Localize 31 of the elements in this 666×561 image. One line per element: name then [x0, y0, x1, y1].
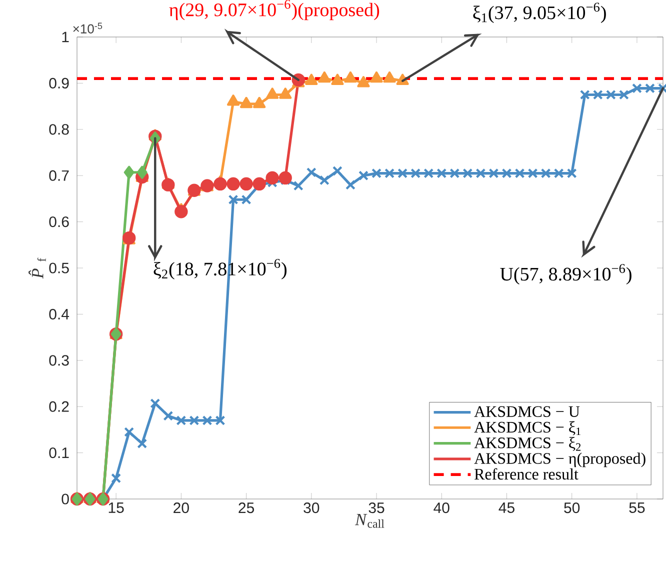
legend-label: Reference result [474, 468, 578, 480]
legend-label: AKSDMCS − U [474, 406, 580, 417]
y-tick-label: 0.7 [49, 170, 69, 181]
text: ×10$^{-5}$ [73, 22, 102, 34]
y-tick-label: 0 [62, 494, 69, 504]
y-tick-label: 0.4 [49, 308, 70, 320]
x-tick-label: 50 [564, 502, 580, 514]
x-axis-title: N$_{call}$ [354, 514, 384, 528]
x-tick-label: 20 [174, 502, 189, 514]
y-tick-label: 0.2 [49, 401, 69, 412]
annotation: U(57, 8.89×10$^{−6}$) [500, 264, 632, 284]
legend-label: AKSDMCS − η(proposed) [474, 452, 646, 468]
legend-label: AKSDMCS − ξ$_{2}$ [474, 436, 581, 451]
annotation: ξ$_{1}$(37, 9.05×10$^{−6}$) [473, 2, 606, 24]
y-tick-label: 0.6 [49, 216, 69, 228]
y-tick-label: 1 [62, 32, 69, 42]
legend-label: AKSDMCS − ξ$_{1}$ [474, 421, 580, 436]
x-tick-label: 45 [498, 502, 514, 513]
x-tick-label: 30 [304, 502, 320, 514]
y-axis-title: P̂$_{f}$ [28, 258, 46, 279]
y-tick-label: 0.8 [49, 124, 69, 135]
x-tick-label: 25 [238, 502, 254, 514]
y-tick-label: 0.3 [49, 355, 69, 366]
x-tick-label: 35 [368, 502, 384, 514]
annotation: η(29, 9.07×10$^{−6}$)(proposed) [169, 0, 380, 20]
y-tick-label: 0.5 [49, 262, 69, 274]
x-tick-label: 40 [434, 502, 450, 514]
x-tick-label: 55 [629, 502, 645, 513]
x-tick-label: 15 [108, 502, 124, 513]
y-tick-label: 0.9 [49, 78, 69, 88]
y-tick-label: 0.1 [49, 447, 69, 458]
